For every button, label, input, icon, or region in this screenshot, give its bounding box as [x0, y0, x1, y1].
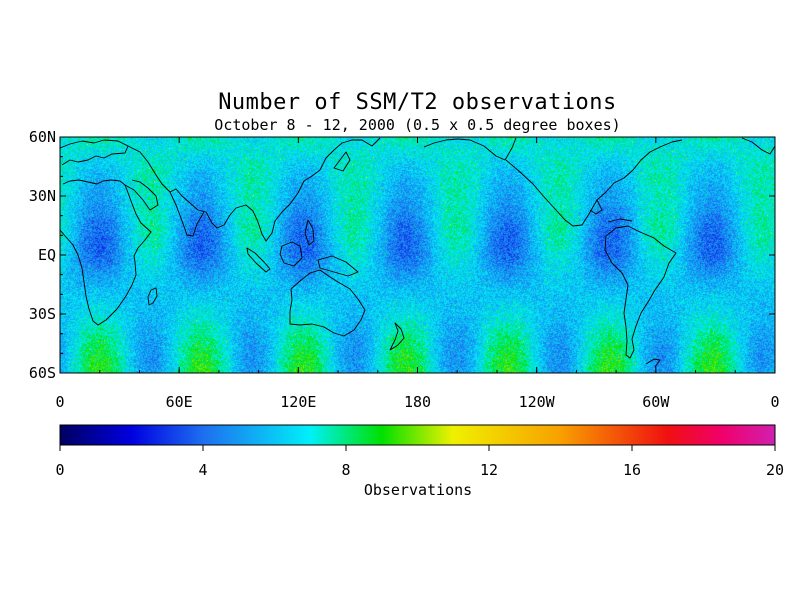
latitude-axis: 60N 30N EQ 30S 60S — [29, 128, 775, 382]
coastlines — [60, 137, 775, 368]
coast-madagascar — [147, 287, 158, 306]
coast-antarctic-peninsula — [645, 358, 661, 368]
coast-new-guinea — [317, 255, 359, 277]
coast-europe — [60, 139, 129, 166]
coast-south-america — [604, 225, 677, 359]
colorbar: 0 4 8 12 16 20 Observations — [55, 424, 784, 499]
colorbar-gradient — [59, 424, 776, 446]
coast-japan — [333, 151, 351, 172]
coast-caribbean — [607, 218, 633, 223]
observation-heatmap — [60, 137, 775, 373]
coast-india — [169, 191, 205, 237]
colorbar-tick-label: 16 — [623, 461, 641, 479]
lat-tick-label: 30N — [29, 187, 56, 205]
lon-tick-label: 0 — [55, 393, 64, 411]
lon-tick-label: 60W — [642, 393, 670, 411]
coast-asia-south — [127, 137, 381, 242]
lat-tick-label: 30S — [29, 305, 56, 323]
coast-philippines — [304, 219, 315, 246]
colorbar-ticks: 0 4 8 12 16 20 — [55, 445, 784, 479]
lat-tick-label: EQ — [38, 246, 56, 264]
lon-tick-label: 0 — [770, 393, 779, 411]
colorbar-tick-label: 20 — [766, 461, 784, 479]
longitude-axis: 0 60E 120E 180 120W 60W 0 — [55, 137, 780, 411]
colorbar-tick-label: 12 — [480, 461, 498, 479]
lat-tick-label: 60S — [29, 364, 56, 382]
lon-tick-label: 120E — [280, 393, 316, 411]
plot-title: Number of SSM/T2 observations — [218, 90, 617, 115]
plot-subtitle: October 8 - 12, 2000 (0.5 x 0.5 degree b… — [214, 116, 621, 134]
coast-australia — [289, 269, 366, 337]
coast-africa — [60, 179, 152, 326]
lon-tick-label: 120W — [519, 393, 556, 411]
lat-tick-label: 60N — [29, 128, 56, 146]
coast-arabia — [124, 179, 159, 211]
colorbar-label: Observations — [364, 481, 472, 499]
coast-new-zealand — [389, 322, 405, 351]
map-area: 60N 30N EQ 30S 60S 0 60E 120E 180 120W 60W 0 — [29, 128, 780, 411]
coast-florida-gulf — [589, 199, 603, 215]
lon-tick-label: 180 — [404, 393, 431, 411]
colorbar-tick-label: 0 — [55, 461, 64, 479]
lon-tick-label: 60E — [166, 393, 193, 411]
colorbar-tick-label: 4 — [198, 461, 207, 479]
coast-greenland — [741, 137, 775, 155]
coast-sumatra — [246, 247, 271, 273]
coast-borneo — [279, 241, 303, 267]
colorbar-tick-label: 8 — [341, 461, 350, 479]
